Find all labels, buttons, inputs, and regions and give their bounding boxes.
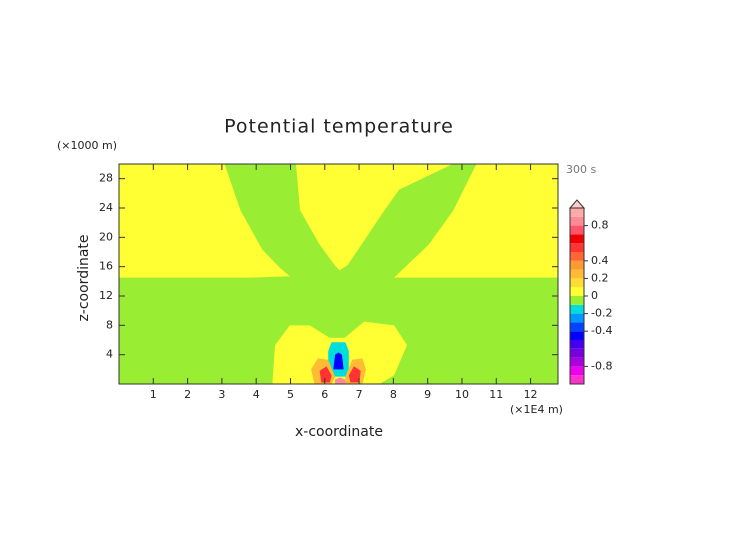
y-tick-label: 16: [99, 260, 113, 273]
colorbar-tick-label: -0.8: [591, 359, 612, 372]
colorbar-tick-label: 0.4: [591, 254, 609, 267]
colorbar-band: [570, 375, 584, 384]
colorbar-band: [570, 322, 584, 332]
colorbar-band: [570, 234, 584, 244]
colorbar-tick-label: 0: [591, 289, 598, 302]
x-tick-label: 3: [218, 388, 225, 401]
colorbar-band: [570, 331, 584, 340]
x-tick-label: 10: [455, 388, 469, 401]
y-tick-label: 20: [99, 230, 113, 243]
y-axis-label: z-coordinate: [76, 234, 92, 321]
contour-region: [335, 377, 346, 384]
colorbar-band: [570, 278, 584, 288]
colorbar-band: [570, 313, 584, 323]
colorbar-band: [570, 216, 584, 226]
colorbar-band: [570, 208, 584, 217]
colorbar-band: [570, 304, 584, 314]
colorbar-band: [570, 260, 584, 270]
x-tick-label: 11: [489, 388, 503, 401]
colorbar-extension: [568, 199, 586, 209]
colorbar-tick-label: 0.8: [591, 219, 609, 232]
colorbar-band: [570, 296, 584, 305]
colorbar-band: [570, 243, 584, 252]
chart-title: Potential temperature: [224, 116, 454, 138]
x-tick-label: 8: [390, 388, 397, 401]
contour-region: [348, 366, 361, 383]
y-unit: (×1000 m): [57, 139, 117, 152]
contour-region: [319, 366, 332, 383]
y-tick-label: 4: [106, 348, 113, 361]
colorbar-band: [570, 340, 584, 349]
colorbar-tick-label: -0.4: [591, 324, 612, 337]
colorbar-band: [570, 348, 584, 358]
colorbar-band: [570, 287, 584, 296]
x-tick-label: 1: [150, 388, 157, 401]
x-tick-label: 5: [287, 388, 294, 401]
x-tick-label: 9: [424, 388, 431, 401]
colorbar-tick-label: -0.2: [591, 307, 612, 320]
y-tick-label: 8: [106, 318, 113, 331]
x-tick-label: 2: [184, 388, 191, 401]
colorbar-band: [570, 269, 584, 279]
colorbar-band: [570, 225, 584, 235]
y-tick-label: 28: [99, 172, 113, 185]
plot-frame: [118, 163, 559, 385]
x-axis-label: x-coordinate: [295, 424, 383, 440]
y-tick-label: 12: [99, 289, 113, 302]
contour-region: [119, 164, 290, 278]
x-tick-label: 12: [524, 388, 538, 401]
contour-region: [333, 352, 344, 370]
x-unit: (×1E4 m): [510, 403, 563, 416]
colorbar-tick-label: 0.2: [591, 271, 609, 284]
colorbar-band: [570, 366, 584, 376]
contour-region: [394, 164, 558, 278]
colorbar-band: [570, 252, 584, 261]
x-tick-label: 7: [356, 388, 363, 401]
x-tick-label: 4: [253, 388, 260, 401]
time-label: 300 s: [566, 163, 596, 176]
x-tick-label: 6: [321, 388, 328, 401]
colorbar-band: [570, 357, 584, 367]
y-tick-label: 24: [99, 201, 113, 214]
contour-region: [295, 164, 453, 271]
